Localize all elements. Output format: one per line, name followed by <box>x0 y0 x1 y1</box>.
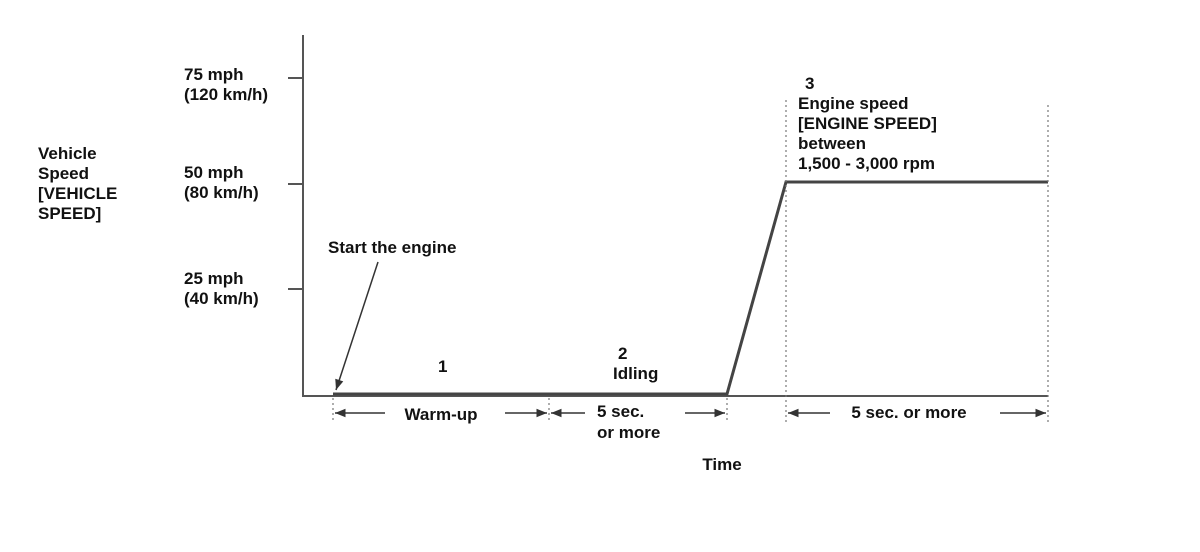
phase-description: Engine speed <box>798 94 909 113</box>
y-axis-label: Vehicle <box>38 144 97 163</box>
phase-description: between <box>798 134 866 153</box>
annotation: Start the engine <box>328 238 456 257</box>
y-axis-label: SPEED] <box>38 204 101 223</box>
annotation-arrow <box>335 261 379 391</box>
phase-duration: Warm-up <box>404 405 477 424</box>
phase-number: 3 <box>805 74 814 93</box>
y-tick-label: 75 mph <box>184 65 244 84</box>
phase-duration: 5 sec. <box>597 402 644 421</box>
y-tick-label: (120 km/h) <box>184 85 268 104</box>
phase-number: 2 <box>618 344 627 363</box>
phase-description: 1,500 - 3,000 rpm <box>798 154 935 173</box>
y-axis-label: [VEHICLE <box>38 184 117 203</box>
y-tick-label: (80 km/h) <box>184 183 259 202</box>
phase-number: 1 <box>438 357 447 376</box>
x-axis-label: Time <box>702 455 741 474</box>
y-tick-label: (40 km/h) <box>184 289 259 308</box>
axes <box>288 35 1048 397</box>
phase-name: Idling <box>613 364 658 383</box>
y-axis-label: Speed <box>38 164 89 183</box>
guides <box>332 100 1049 422</box>
phase-duration: or more <box>597 423 660 442</box>
y-tick-label: 50 mph <box>184 163 244 182</box>
phase-duration: 5 sec. or more <box>851 403 966 422</box>
y-tick-label: 25 mph <box>184 269 244 288</box>
phase-description: [ENGINE SPEED] <box>798 114 937 133</box>
speed-profile <box>333 180 1048 396</box>
